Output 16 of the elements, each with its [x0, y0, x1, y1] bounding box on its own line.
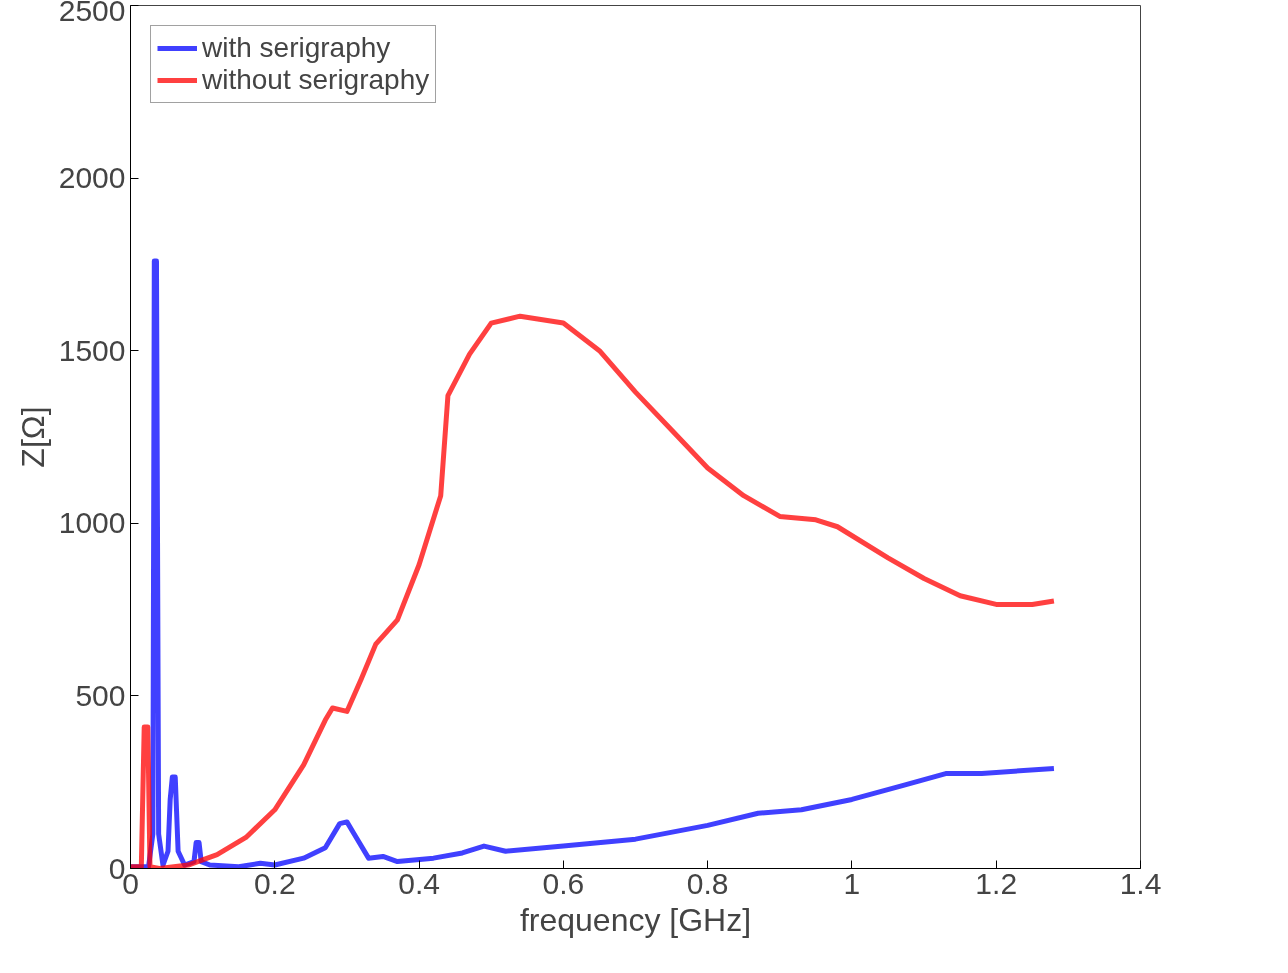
y-tick-label: 2500: [58, 0, 126, 27]
legend-label: without serigraphy: [202, 64, 430, 96]
x-tick-label: 0.6: [542, 866, 585, 900]
x-tick-label: 1.2: [975, 866, 1018, 900]
y-axis-title: Z[Ω]: [14, 406, 51, 468]
y-tick-label: 1500: [58, 333, 126, 367]
y-tick-label: 2000: [58, 161, 126, 195]
legend-label: with serigraphy: [202, 32, 391, 64]
x-tick-label: 1: [843, 866, 861, 900]
x-axis-title: frequency [GHz]: [519, 901, 752, 938]
x-tick-label: 0.2: [253, 866, 296, 900]
y-tick-label: 1000: [58, 506, 126, 540]
x-tick-label: 0.8: [686, 866, 729, 900]
y-tick-label: 500: [75, 678, 126, 712]
x-tick-label: 1.4: [1119, 866, 1162, 900]
x-tick-label: 0.4: [398, 866, 440, 900]
